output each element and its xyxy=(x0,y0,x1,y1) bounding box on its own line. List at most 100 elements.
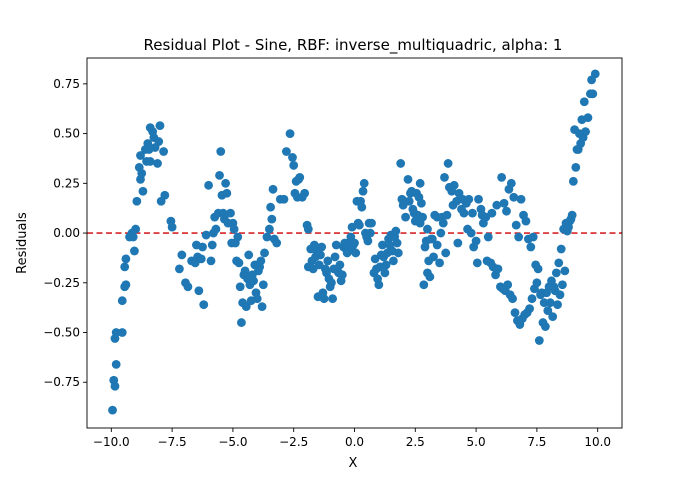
data-point xyxy=(268,184,278,194)
y-axis: −0.75 −0.50 −0.25 0.00 0.25 0.50 0.75 xyxy=(43,77,87,389)
data-point xyxy=(316,250,325,260)
data-point xyxy=(571,163,581,172)
data-point xyxy=(110,381,120,391)
data-point xyxy=(545,298,555,308)
data-point xyxy=(511,220,521,230)
data-point xyxy=(548,312,558,321)
y-tick-label: 0.25 xyxy=(53,176,80,190)
chart-title: Residual Plot - Sine, RBF: inverse_multi… xyxy=(144,36,563,55)
data-point xyxy=(199,300,209,310)
data-point xyxy=(111,359,121,369)
data-point xyxy=(300,188,310,198)
data-point xyxy=(365,228,375,238)
data-point xyxy=(358,186,368,196)
data-point xyxy=(272,238,282,248)
data-point xyxy=(363,236,373,246)
data-point xyxy=(463,224,472,234)
data-point xyxy=(111,328,121,337)
data-point xyxy=(404,196,414,206)
data-point xyxy=(418,212,427,222)
data-point xyxy=(256,256,266,266)
data-point xyxy=(279,194,289,204)
data-point xyxy=(204,180,213,190)
data-point xyxy=(357,202,367,212)
data-point xyxy=(533,264,543,274)
data-point xyxy=(132,196,142,206)
data-point xyxy=(579,97,589,107)
data-point xyxy=(183,282,193,292)
data-point xyxy=(423,224,432,234)
data-point xyxy=(502,206,511,216)
data-point xyxy=(221,178,231,188)
data-point xyxy=(234,258,244,268)
data-point xyxy=(427,234,437,244)
data-point xyxy=(233,232,243,242)
data-point xyxy=(222,188,232,198)
data-point xyxy=(374,280,384,290)
data-point xyxy=(229,224,239,234)
data-point xyxy=(419,280,429,290)
data-point xyxy=(560,266,570,276)
data-point xyxy=(468,208,477,218)
data-point xyxy=(196,254,206,264)
data-point xyxy=(526,242,536,252)
data-point xyxy=(521,216,531,226)
data-point xyxy=(590,69,600,79)
data-point xyxy=(487,208,497,218)
data-point xyxy=(440,172,449,182)
data-point xyxy=(215,170,224,180)
data-point xyxy=(415,178,425,188)
x-tick-label: 0.0 xyxy=(345,435,364,449)
data-point xyxy=(458,194,468,204)
data-point xyxy=(211,224,221,234)
points-layer xyxy=(108,69,600,415)
data-point xyxy=(282,147,291,156)
data-point xyxy=(429,252,438,262)
data-point xyxy=(317,242,327,252)
x-tick-label: 2.5 xyxy=(406,435,425,449)
data-point xyxy=(367,218,376,228)
data-point xyxy=(323,256,333,266)
data-point xyxy=(264,224,274,234)
data-point xyxy=(117,296,127,306)
data-point xyxy=(568,176,578,186)
data-point xyxy=(555,290,565,300)
data-point xyxy=(159,147,169,156)
data-point xyxy=(201,230,211,240)
data-point xyxy=(235,282,245,292)
data-point xyxy=(554,258,564,268)
data-point xyxy=(508,294,517,304)
data-point xyxy=(516,194,526,204)
y-tick-label: −0.25 xyxy=(43,276,80,290)
data-point xyxy=(556,244,566,254)
data-point xyxy=(393,248,403,258)
data-point xyxy=(216,147,226,156)
data-point xyxy=(448,200,458,210)
data-point xyxy=(260,248,269,258)
data-point xyxy=(177,250,187,260)
data-point xyxy=(378,240,387,250)
data-point xyxy=(572,145,582,154)
data-point xyxy=(464,194,474,204)
data-point xyxy=(241,302,251,312)
data-point xyxy=(472,258,482,268)
data-point xyxy=(577,115,587,125)
data-point xyxy=(567,210,577,220)
data-point xyxy=(527,294,537,304)
data-point xyxy=(319,294,329,304)
data-point xyxy=(240,266,250,276)
data-point xyxy=(493,264,503,274)
y-tick-label: 0.50 xyxy=(53,127,80,141)
data-point xyxy=(477,210,487,220)
data-point xyxy=(441,248,451,258)
data-point xyxy=(506,178,516,188)
data-point xyxy=(295,172,305,182)
data-point xyxy=(131,224,141,234)
data-point xyxy=(266,202,275,212)
data-point xyxy=(108,405,117,415)
data-point xyxy=(207,240,217,250)
data-point xyxy=(337,270,347,280)
data-point xyxy=(392,238,402,248)
data-point xyxy=(471,236,481,246)
data-point xyxy=(543,306,553,316)
